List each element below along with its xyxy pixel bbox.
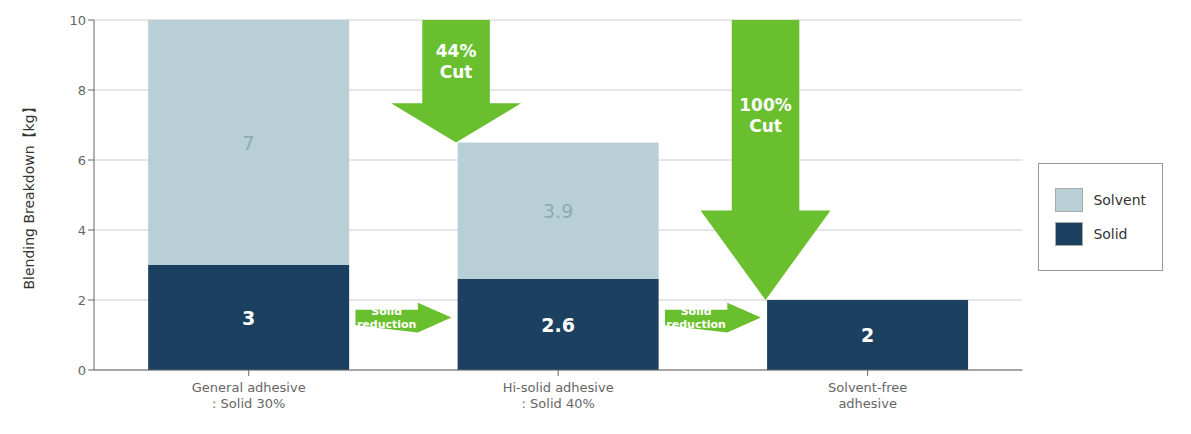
svg-text:Blending Breakdown【kg】: Blending Breakdown【kg】 — [21, 100, 37, 289]
svg-text:6: 6 — [78, 153, 86, 168]
svg-text:Solidreduction: Solidreduction — [357, 304, 417, 331]
svg-text:7: 7 — [243, 132, 255, 154]
svg-text:3.9: 3.9 — [543, 200, 573, 222]
svg-text:8: 8 — [78, 83, 86, 98]
svg-text:2.6: 2.6 — [541, 314, 575, 336]
svg-text:3: 3 — [242, 307, 255, 329]
svg-text:Solvent-freeadhesive: Solvent-freeadhesive — [828, 380, 907, 411]
svg-text:100%Cut: 100%Cut — [739, 95, 792, 136]
html-text:Solid: Solid — [1093, 226, 1128, 242]
html-text:Solvent: Solvent — [1093, 192, 1146, 208]
svg-text:General adhesive: Solid 30%: General adhesive: Solid 30% — [192, 380, 306, 411]
svg-text:0: 0 — [78, 363, 86, 378]
svg-text:Solidreduction: Solidreduction — [666, 304, 726, 331]
svg-text:4: 4 — [78, 223, 86, 238]
svg-text:44%Cut: 44%Cut — [436, 41, 477, 82]
svg-text:10: 10 — [69, 13, 86, 28]
svg-text:2: 2 — [78, 293, 86, 308]
svg-text:2: 2 — [861, 324, 874, 346]
svg-text:Hi-solid adhesive: Solid 40%: Hi-solid adhesive: Solid 40% — [503, 380, 614, 411]
